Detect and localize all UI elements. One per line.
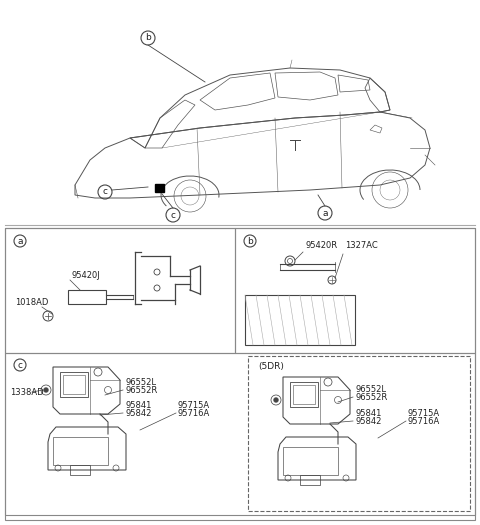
Text: 95841: 95841 — [125, 401, 151, 410]
Text: c: c — [17, 361, 23, 370]
Text: 95842: 95842 — [125, 409, 151, 418]
Text: 95420J: 95420J — [72, 271, 101, 280]
Bar — [245, 295, 355, 345]
Text: 1018AD: 1018AD — [15, 298, 48, 307]
Bar — [293, 385, 315, 404]
Text: 95842: 95842 — [355, 417, 382, 426]
Text: b: b — [145, 34, 151, 43]
Bar — [300, 475, 320, 485]
Text: 1327AC: 1327AC — [345, 241, 378, 250]
Bar — [155, 184, 164, 192]
Text: c: c — [170, 211, 176, 219]
Text: 95841: 95841 — [355, 409, 382, 418]
Bar — [235, 228, 475, 353]
Text: (5DR): (5DR) — [258, 362, 284, 371]
Bar — [290, 382, 318, 407]
Bar — [5, 228, 235, 353]
Bar — [68, 290, 106, 304]
Text: 95716A: 95716A — [178, 409, 210, 418]
Text: 96552L: 96552L — [355, 385, 386, 394]
Text: 96552L: 96552L — [125, 378, 156, 387]
Text: c: c — [103, 187, 108, 196]
Text: 95716A: 95716A — [408, 417, 440, 426]
Text: 96552R: 96552R — [355, 393, 387, 402]
Bar — [70, 465, 90, 475]
Bar — [60, 372, 88, 397]
Text: 1338AD: 1338AD — [10, 388, 44, 397]
Bar — [5, 353, 475, 515]
Text: a: a — [17, 236, 23, 246]
Circle shape — [274, 397, 278, 403]
Text: 96552R: 96552R — [125, 386, 157, 395]
Bar — [248, 356, 470, 511]
Bar — [63, 375, 85, 394]
Text: 95715A: 95715A — [408, 409, 440, 418]
Bar — [53, 437, 108, 465]
Bar — [5, 228, 475, 520]
Text: 95715A: 95715A — [178, 401, 210, 410]
Text: 95420R: 95420R — [305, 241, 337, 250]
Bar — [283, 447, 338, 475]
Circle shape — [44, 387, 48, 393]
Text: b: b — [247, 236, 253, 246]
Text: a: a — [322, 208, 328, 217]
